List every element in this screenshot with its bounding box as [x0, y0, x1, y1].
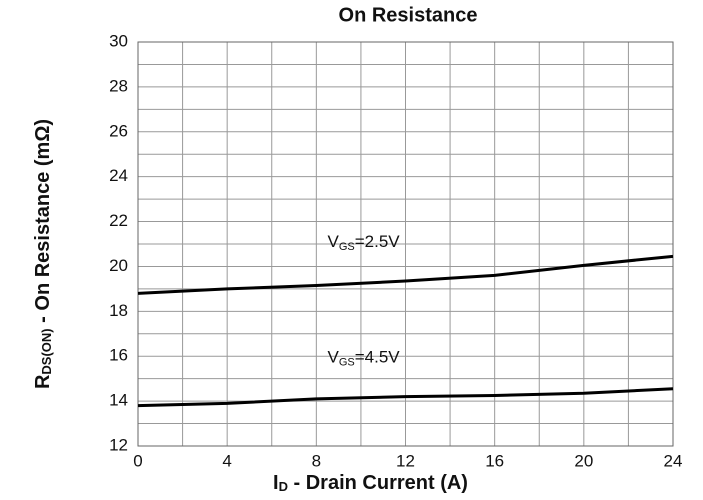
y-tick-label: 26	[109, 121, 128, 140]
x-axis-label: ID - Drain Current (A)	[273, 472, 468, 494]
y-tick-label: 22	[109, 211, 128, 230]
label-rest: - On Resistance (mΩ)	[32, 119, 54, 328]
y-tick-label: 18	[109, 301, 128, 320]
y-tick-label: 12	[109, 435, 128, 454]
y-tick-label: 14	[109, 391, 128, 410]
x-tick-label: 20	[574, 451, 593, 470]
y-tick-label: 30	[109, 31, 128, 50]
x-tick-label: 16	[485, 451, 504, 470]
label-sub: DS(ON)	[39, 328, 54, 374]
x-tick-label: 4	[222, 451, 231, 470]
y-tick-label: 28	[109, 76, 128, 95]
series-label: VGS=2.5V	[328, 233, 401, 253]
label-sub: GS	[339, 241, 355, 253]
series-label: VGS=4.5V	[328, 348, 401, 368]
y-tick-label: 16	[109, 346, 128, 365]
label-rest: - Drain Current (A)	[288, 472, 468, 494]
y-tick-label: 24	[109, 166, 128, 185]
x-tick-label: 24	[664, 451, 683, 470]
y-axis-label: RDS(ON) - On Resistance (mΩ)	[32, 119, 54, 389]
x-tick-label: 0	[133, 451, 142, 470]
label-main: V	[328, 348, 340, 367]
label-sub: D	[279, 479, 288, 494]
label-main: V	[328, 233, 340, 252]
label-main: R	[32, 374, 54, 389]
chart-title: On Resistance	[339, 4, 478, 26]
label-rest: =2.5V	[355, 233, 401, 252]
label-main: I	[273, 472, 279, 494]
x-tick-label: 12	[396, 451, 415, 470]
label-rest: =4.5V	[355, 348, 401, 367]
label-sub: GS	[339, 357, 355, 369]
series-line	[137, 387, 674, 408]
series-line	[137, 254, 674, 295]
plot-frame	[137, 41, 674, 447]
y-tick-label: 20	[109, 256, 128, 275]
x-tick-label: 8	[312, 451, 321, 470]
